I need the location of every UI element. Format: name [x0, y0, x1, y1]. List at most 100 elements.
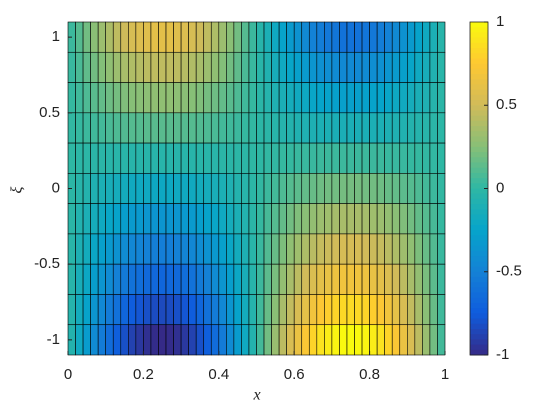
- cell: [82, 112, 91, 144]
- colorbar-segment: [470, 261, 488, 268]
- cell: [271, 263, 280, 295]
- cell: [75, 324, 84, 356]
- cell: [308, 112, 318, 144]
- cell: [376, 82, 385, 114]
- cell: [301, 173, 310, 204]
- cell: [120, 21, 129, 53]
- cell: [391, 112, 401, 144]
- cell: [331, 263, 340, 295]
- colorbar-segment: [470, 313, 488, 320]
- cell: [429, 112, 438, 144]
- cell: [226, 294, 235, 326]
- cell: [218, 324, 227, 356]
- colorbar-segment: [470, 240, 488, 247]
- cell: [391, 21, 401, 53]
- cell: [195, 51, 205, 83]
- cell: [361, 203, 370, 235]
- cell: [256, 233, 265, 265]
- cell: [112, 82, 122, 114]
- cell: [399, 112, 408, 144]
- cell: [369, 112, 378, 144]
- cell: [82, 233, 91, 265]
- cell: [112, 142, 122, 174]
- cell: [248, 112, 257, 144]
- cell: [361, 294, 370, 326]
- y-axis-label: ξ: [9, 186, 26, 193]
- colorbar-tick-label: 1: [496, 13, 504, 30]
- cell: [120, 112, 129, 144]
- cell: [399, 51, 408, 83]
- x-tick-label: 0.6: [284, 366, 305, 383]
- cell: [241, 263, 250, 295]
- cell: [286, 82, 295, 114]
- cell: [248, 233, 257, 265]
- cell: [248, 21, 257, 53]
- cell: [195, 263, 205, 295]
- cell: [354, 82, 363, 114]
- cell: [67, 51, 76, 83]
- colorbar-segment: [470, 157, 488, 163]
- cell: [331, 82, 340, 114]
- cell: [90, 294, 99, 326]
- colorbar-segment: [470, 339, 488, 346]
- cell: [188, 51, 197, 83]
- cell: [293, 112, 303, 144]
- cell: [112, 21, 122, 53]
- cell: [399, 263, 408, 295]
- cell: [399, 82, 408, 114]
- cell: [278, 112, 287, 144]
- cell: [293, 203, 303, 235]
- cell: [143, 263, 152, 295]
- cell: [105, 294, 114, 326]
- cell: [241, 233, 250, 265]
- cell: [256, 112, 265, 144]
- cell: [143, 142, 152, 174]
- cell: [339, 82, 348, 114]
- cell: [135, 173, 144, 204]
- cell: [406, 112, 416, 144]
- cell: [384, 21, 393, 53]
- cell: [369, 82, 378, 114]
- cell: [188, 173, 197, 204]
- cell: [165, 82, 174, 114]
- colorbar-segment: [470, 94, 488, 101]
- cell: [233, 203, 242, 235]
- cell: [233, 112, 242, 144]
- colorbar-segment: [470, 328, 488, 335]
- cell: [422, 173, 431, 204]
- cell: [339, 233, 348, 265]
- cell: [112, 263, 122, 295]
- cell: [422, 233, 431, 265]
- cell: [256, 82, 265, 114]
- cell: [324, 173, 333, 204]
- cell: [361, 21, 370, 53]
- cell: [278, 21, 287, 53]
- cell: [301, 21, 310, 53]
- cell: [346, 203, 355, 235]
- cell: [82, 173, 91, 204]
- colorbar-segment: [470, 250, 488, 257]
- colorbar-segment: [470, 334, 488, 340]
- cell: [210, 203, 220, 235]
- cell: [339, 263, 348, 295]
- cell: [210, 21, 220, 53]
- cell: [263, 233, 272, 265]
- cell: [90, 324, 99, 356]
- cell: [354, 263, 363, 295]
- cell: [105, 51, 114, 83]
- cell: [376, 142, 385, 174]
- colorbar-tick-label: -0.5: [496, 263, 522, 280]
- cell: [414, 21, 423, 53]
- cell: [256, 142, 265, 174]
- cell: [429, 294, 438, 326]
- colorbar-segment: [470, 100, 488, 106]
- cell: [384, 142, 393, 174]
- colorbar-segment: [470, 230, 488, 236]
- colorbar-tick-label: 0.5: [496, 96, 517, 113]
- cell: [188, 82, 197, 114]
- cell: [324, 294, 333, 326]
- cell: [143, 82, 152, 114]
- cell: [112, 324, 122, 356]
- cell: [384, 82, 393, 114]
